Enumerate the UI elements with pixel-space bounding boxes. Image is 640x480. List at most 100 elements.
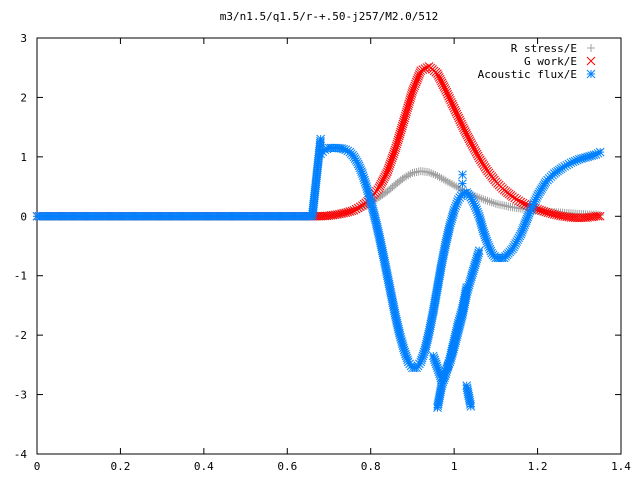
data-point-interp [512, 194, 522, 204]
y-tick-label: -1 [14, 270, 27, 283]
data-point-interp [398, 119, 408, 129]
legend-marker [586, 69, 596, 79]
data-point [433, 171, 442, 180]
y-tick-label: -3 [14, 389, 27, 402]
x-tick-label: 0 [34, 460, 41, 473]
data-point-interp [422, 63, 432, 72]
data-point-interp [456, 117, 465, 127]
data-point-interp [481, 164, 491, 174]
data-point-interp [418, 65, 428, 74]
data-point-interp [477, 194, 486, 203]
series-2 [32, 134, 605, 412]
data-point-interp [445, 179, 454, 188]
data-point-interp [454, 183, 463, 192]
data-point-interp [443, 177, 452, 186]
x-tick-label: 0.4 [194, 460, 214, 473]
legend-label: G work/E [524, 55, 577, 68]
x-tick-label: 1.2 [528, 460, 548, 473]
data-point-interp [353, 203, 363, 213]
data-point-interp [479, 195, 488, 204]
data-point-interp [439, 82, 449, 91]
data-point-interp [489, 199, 498, 208]
legend-label: Acoustic flux/E [478, 68, 577, 81]
data-point [458, 170, 467, 180]
data-point-interp [464, 134, 474, 144]
legend-label: R stress/E [511, 42, 577, 55]
data-point-interp [490, 251, 499, 261]
data-point-interp [514, 196, 524, 206]
data-point-interp [406, 170, 415, 179]
data-point-interp [113, 211, 123, 221]
data-point-interp [351, 204, 361, 214]
x-axis: 0 0.2 0.4 0.6 0.8 1 1.2 1.4 [34, 38, 631, 473]
x-tick-label: 1.4 [611, 460, 631, 473]
x-tick-label: 0.8 [361, 460, 381, 473]
data-point-interp [545, 208, 555, 218]
data-point-interp [427, 169, 436, 178]
data-point-interp [506, 191, 516, 200]
data-point-interp [355, 202, 365, 212]
data-point-interp [431, 170, 440, 179]
data-point-interp [482, 236, 492, 246]
data-point [450, 181, 459, 190]
data-point-interp [466, 400, 475, 409]
data-point [441, 176, 450, 185]
data-point-interp [481, 196, 490, 205]
data-point-interp [439, 175, 448, 184]
data-point-interp [485, 197, 494, 206]
data-point-interp [437, 174, 446, 183]
chart-title: m3/n1.5/q1.5/r-+.50-j257/M2.0/512 [220, 10, 439, 23]
data-point-interp [429, 170, 438, 179]
data-point [458, 179, 467, 188]
data-point-interp [572, 213, 582, 223]
data-point-interp [474, 248, 483, 258]
data-point-interp [498, 201, 507, 210]
data-point-interp [155, 211, 165, 221]
data-point-interp [318, 211, 328, 221]
y-tick-label: 0 [20, 210, 27, 223]
data-point-interp [537, 206, 547, 215]
data-point-interp [404, 171, 413, 180]
data-point-interp [506, 202, 515, 211]
y-axis: -4 -3 -2 -1 0 1 2 3 [14, 32, 621, 461]
y-tick-label: -2 [14, 329, 27, 342]
data-point-interp [423, 168, 432, 177]
y-tick-label: 3 [20, 32, 27, 45]
data-point-interp [510, 193, 519, 203]
data-point-interp [593, 211, 603, 221]
data-point-interp [520, 199, 530, 209]
data-point-interp [402, 172, 411, 181]
legend-marker [587, 44, 595, 52]
data-point-interp [388, 183, 397, 192]
data-point-interp [568, 213, 578, 222]
data-point-interp [472, 149, 482, 159]
x-tick-label: 1 [451, 460, 458, 473]
data-point-interp [589, 212, 599, 221]
data-point-interp [435, 173, 444, 182]
y-tick-label: 1 [20, 151, 27, 164]
plot-area-frame [36, 37, 622, 455]
data-point-interp [381, 170, 390, 180]
data-point-interp [593, 148, 603, 158]
x-tick-label: 0.6 [277, 460, 297, 473]
data-point-interp [316, 136, 325, 146]
data-point-interp [410, 363, 419, 373]
x-tick-label: 0.2 [110, 460, 130, 473]
data-point-interp [431, 359, 441, 369]
data-point-interp [447, 99, 457, 109]
data-point-interp [487, 198, 496, 207]
data-point-interp [389, 147, 399, 157]
data-point-interp [406, 91, 416, 100]
data-point-interp [577, 213, 586, 223]
data-point [516, 197, 526, 207]
y-tick-label: 2 [20, 91, 27, 104]
data-point [483, 196, 492, 205]
data-point-interp [448, 180, 457, 189]
data-point-interp [518, 198, 528, 208]
legend-marker [586, 56, 596, 66]
y-tick-label: -4 [14, 448, 28, 461]
data-point-interp [570, 213, 580, 223]
data-point-interp [345, 207, 355, 216]
